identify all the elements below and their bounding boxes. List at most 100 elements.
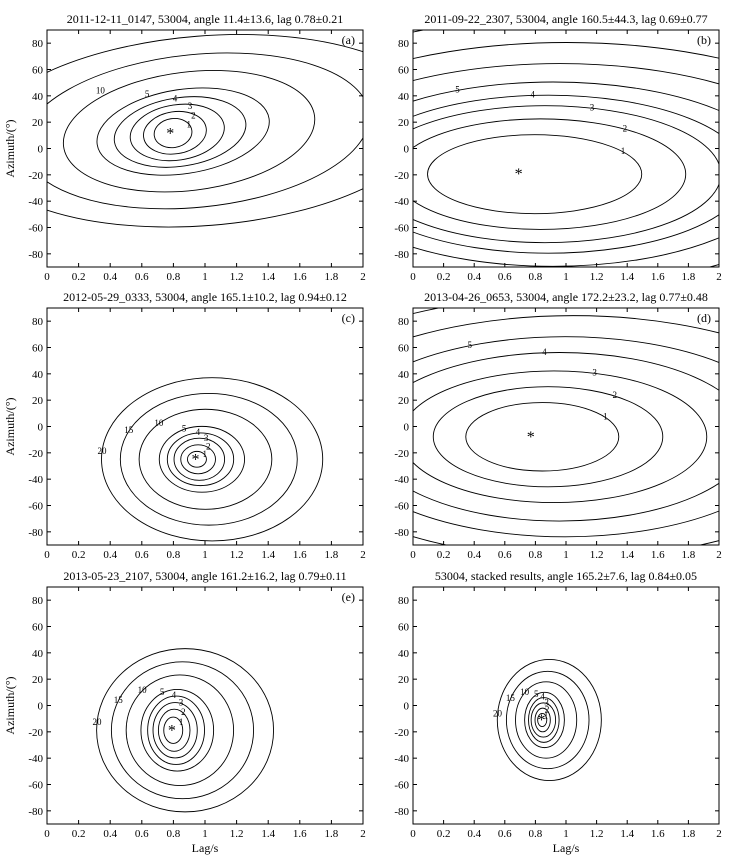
- y-tick-label: -80: [28, 249, 43, 261]
- contour-line: [530, 702, 557, 738]
- y-tick-label: 80: [32, 38, 44, 50]
- y-tick-label: 80: [32, 316, 44, 328]
- x-tick-label: 0: [410, 828, 416, 840]
- contour-line: [465, 402, 620, 472]
- x-tick-label: 1.2: [590, 549, 604, 561]
- contour-label: 20: [97, 446, 107, 456]
- contour-line: [147, 695, 205, 765]
- plot-frame: [412, 586, 720, 825]
- contour-line: [413, 352, 719, 522]
- x-tick-label: 0: [410, 549, 416, 561]
- x-tick-label: 1.2: [590, 828, 604, 840]
- y-tick-label: 0: [404, 144, 410, 156]
- y-tick-label: 0: [38, 144, 44, 156]
- x-tick-label: 2: [716, 828, 722, 840]
- contour-label: 1: [621, 146, 626, 156]
- contour-label: 20: [493, 709, 503, 719]
- x-tick-label: 1.6: [651, 828, 665, 840]
- x-tick-label: 0.8: [529, 549, 543, 561]
- x-tick-label: 1.4: [261, 828, 275, 840]
- contour-line: [47, 34, 363, 228]
- x-tick-label: 2: [716, 549, 722, 561]
- x-tick-label: 1.6: [293, 271, 307, 283]
- panel-title: 2012-05-29_0333, 53004, angle 165.1±10.2…: [63, 290, 347, 304]
- x-tick-label: 0.4: [103, 549, 117, 561]
- x-tick-label: 0.8: [167, 271, 181, 283]
- panel-title: 2013-04-26_0653, 53004, angle 172.2±23.2…: [424, 290, 708, 304]
- x-tick-label: 1: [563, 271, 569, 283]
- x-tick-label: 0.6: [498, 271, 512, 283]
- y-tick-label: 80: [398, 316, 410, 328]
- contour-label: 3: [590, 102, 595, 112]
- x-tick-label: 1.4: [261, 549, 275, 561]
- panel-letter: (d): [697, 311, 711, 325]
- x-tick-label: 0.4: [467, 549, 481, 561]
- contour-line: [432, 386, 664, 488]
- x-tick-label: 0.2: [72, 271, 86, 283]
- x-tick-label: 1.8: [325, 549, 339, 561]
- contour-label: 2: [191, 110, 196, 120]
- contour-line: [157, 708, 191, 752]
- x-tick-label: 2: [360, 271, 366, 283]
- y-tick-label: -40: [28, 753, 43, 765]
- contour-label: 3: [188, 101, 193, 111]
- y-tick-label: 20: [398, 117, 410, 129]
- y-tick-label: -20: [28, 170, 43, 182]
- contour-line: [173, 437, 226, 481]
- y-tick-label: 60: [32, 622, 44, 634]
- y-tick-label: 60: [32, 343, 44, 355]
- panel-title: 2011-09-22_2307, 53004, angle 160.5±44.3…: [424, 12, 707, 26]
- plot-frame: [46, 586, 364, 825]
- x-tick-label: 0.2: [72, 828, 86, 840]
- y-tick-label: 40: [32, 369, 44, 381]
- y-tick-label: -40: [28, 196, 43, 208]
- y-axis-label: Azimuth/(°): [3, 397, 17, 455]
- y-tick-label: -60: [394, 223, 409, 235]
- contour-label: 4: [173, 93, 178, 103]
- y-tick-label: 20: [32, 117, 44, 129]
- x-tick-label: 0.6: [135, 271, 149, 283]
- y-tick-label: -60: [28, 780, 43, 792]
- x-tick-label: 1.4: [620, 549, 634, 561]
- x-tick-label: 0.2: [437, 549, 451, 561]
- contour-line: [534, 707, 551, 733]
- x-tick-label: 2: [360, 828, 366, 840]
- contour-line: [166, 432, 235, 487]
- contour-line: [96, 648, 275, 813]
- best-fit-star: *: [538, 712, 546, 729]
- x-tick-label: 0.8: [167, 549, 181, 561]
- panel-letter: (c): [342, 311, 355, 325]
- y-tick-label: -40: [394, 474, 409, 486]
- contour-line: [138, 408, 273, 510]
- contour-label: 10: [520, 687, 530, 697]
- contour-label: 2: [623, 123, 628, 133]
- x-tick-label: 0: [44, 549, 50, 561]
- y-tick-label: 60: [398, 622, 410, 634]
- contour-label: 4: [542, 347, 547, 357]
- contour-label: 5: [455, 84, 460, 94]
- contour-label: 1: [179, 717, 184, 727]
- contour-label: 5: [160, 687, 165, 697]
- panel-title: 53004, stacked results, angle 165.2±7.6,…: [435, 569, 697, 583]
- x-tick-label: 0.4: [103, 828, 117, 840]
- x-tick-label: 1.6: [651, 549, 665, 561]
- plot-frame: [412, 29, 720, 268]
- y-tick-label: -80: [28, 527, 43, 539]
- contour-label: 2: [206, 442, 211, 452]
- contour-label: 3: [592, 367, 597, 377]
- x-tick-label: 0.8: [167, 828, 181, 840]
- y-tick-label: -20: [28, 448, 43, 460]
- contour-line: [528, 697, 560, 743]
- contour-line: [515, 681, 578, 759]
- contour-label: 10: [370, 345, 380, 355]
- x-tick-label: 0.4: [467, 828, 481, 840]
- contour-line: [143, 110, 207, 155]
- contour-line: [62, 70, 316, 193]
- x-tick-label: 1.2: [230, 828, 244, 840]
- x-tick-label: 0.8: [529, 271, 543, 283]
